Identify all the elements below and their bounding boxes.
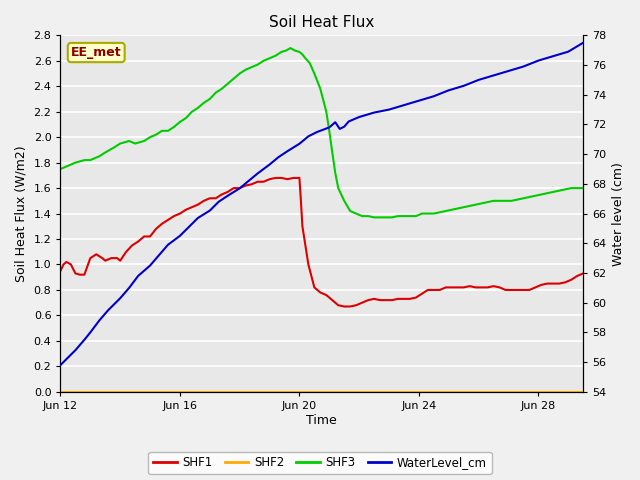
Legend: SHF1, SHF2, SHF3, WaterLevel_cm: SHF1, SHF2, SHF3, WaterLevel_cm [148,452,492,474]
Y-axis label: Soil Heat Flux (W/m2): Soil Heat Flux (W/m2) [15,145,28,282]
Title: Soil Heat Flux: Soil Heat Flux [269,15,374,30]
Text: EE_met: EE_met [71,46,122,59]
Y-axis label: Water level (cm): Water level (cm) [612,162,625,265]
X-axis label: Time: Time [307,414,337,427]
